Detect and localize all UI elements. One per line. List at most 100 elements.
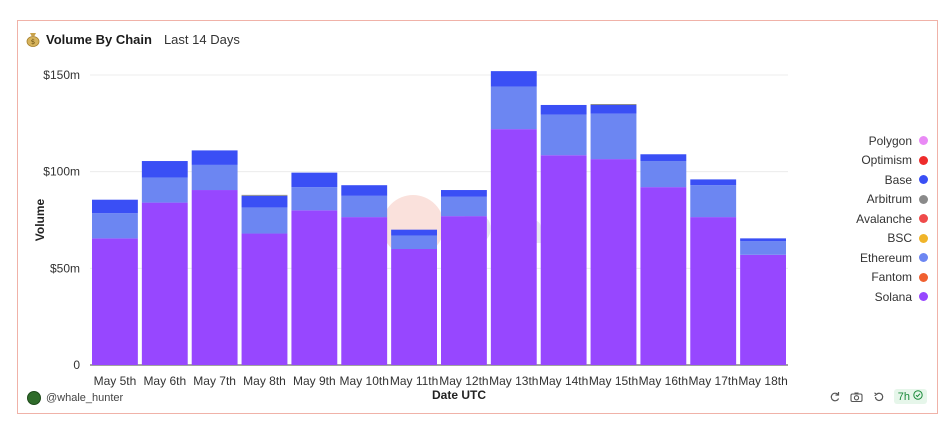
chart-title: Volume By Chain [46,31,152,47]
author-name[interactable]: @whale_hunter [46,392,124,404]
x-tick-label: May 5th [94,374,137,388]
bar-ethereum [241,207,288,234]
x-axis-title: Date UTC [432,388,486,402]
camera-icon[interactable] [850,390,864,404]
bar-base [441,190,487,197]
bar-solana [740,254,786,365]
legend-label: Polygon [868,133,912,148]
x-tick-label: May 14th [539,374,588,388]
x-tick-label: May 9th [293,374,336,388]
bar-solana [441,216,487,365]
bar-ethereum [441,196,487,217]
bar-ethereum [690,185,737,218]
legend-item[interactable]: Ethereum [838,248,928,268]
bar-arbitrum [590,104,637,105]
bar-ethereum [92,213,138,239]
age-text: 7h [897,390,910,403]
legend-swatch [919,272,928,282]
refresh-icon[interactable] [828,390,842,404]
x-tick-label: May 7th [193,374,236,388]
x-tick-label: May 12th [439,374,488,388]
bar-base [690,179,737,186]
x-tick-label: May 6th [143,374,186,388]
svg-text:$: $ [31,38,35,46]
legend-item[interactable]: Avalanche [838,209,928,229]
bar-base [391,229,437,236]
bar-solana [690,217,737,365]
bar-ethereum [740,241,786,255]
x-tick-label: May 8th [243,374,286,388]
bar-solana [191,190,238,365]
bar-ethereum [640,161,687,188]
legend-item[interactable]: Arbitrum [838,190,928,210]
legend-item[interactable]: Fantom [838,268,928,288]
x-tick-label: May 18th [738,374,787,388]
legend-label: Base [884,172,912,187]
bar-solana [141,202,188,365]
y-axis-title: Volume [33,198,47,241]
bar-base [92,199,138,214]
y-tick-label: $100m [43,165,80,179]
bar-solana [241,233,288,365]
legend-swatch [919,136,928,146]
x-tick-label: May 10th [340,374,389,388]
x-tick-label: May 16th [639,374,688,388]
bar-solana [391,249,437,365]
bar-arbitrum [241,194,288,196]
bar-base [191,150,238,165]
bar-ethereum [540,114,587,156]
chart-tools: 7h [828,389,927,404]
y-tick-label: 0 [73,358,80,372]
legend-swatch [919,292,928,302]
bar-base [490,71,537,87]
bar-base [640,154,687,162]
bar-solana [341,217,388,365]
legend-label: Fantom [871,270,912,285]
bar-ethereum [191,164,238,191]
legend-swatch [919,175,928,185]
legend-swatch [919,253,928,263]
legend-swatch [919,194,928,204]
bar-ethereum [291,187,338,211]
bar-solana [291,210,338,365]
y-tick-label: $150m [43,68,80,82]
legend-swatch [919,155,928,165]
legend-item[interactable]: BSC [838,229,928,249]
legend-label: Solana [874,289,912,304]
bar-ethereum [141,177,188,203]
x-tick-label: May 11th [390,374,438,388]
legend-label: BSC [887,231,912,246]
legend-label: Avalanche [856,211,912,226]
legend-item[interactable]: Optimism [838,151,928,171]
chart-subtitle: Last 14 Days [163,31,240,47]
legend-label: Optimism [861,153,912,168]
legend-label: Ethereum [859,250,912,265]
legend-item[interactable]: Base [838,170,928,190]
bar-solana [540,155,587,365]
legend-swatch [919,233,928,243]
history-icon[interactable] [872,390,886,404]
legend-item[interactable]: Solana [838,287,928,307]
bar-solana [490,129,537,365]
chart-legend: Polygon Optimism Base Arbitrum Avalanche BSC E… [838,131,928,307]
bar-ethereum [341,195,388,218]
x-tick-label: May 13th [489,374,538,388]
check-circle-icon [913,390,923,403]
legend-label: Arbitrum [866,192,912,207]
bar-base [291,172,338,188]
bar-ethereum [490,86,537,130]
freshness-badge[interactable]: 7h [893,389,927,404]
chart-header: $ Volume By Chain Last 14 Days [26,31,240,47]
legend-swatch [919,214,928,224]
bar-base [341,185,388,196]
bar-base [241,195,288,208]
avatar [27,391,41,405]
chart-card: $ Volume By Chain Last 14 Days 0 $50m $100… [17,20,938,414]
money-bag-icon: $ [26,31,40,47]
bar-solana [92,238,138,365]
author[interactable]: @whale_hunter [27,391,123,405]
x-tick-label: May 17th [689,374,738,388]
bar-ethereum [391,235,437,249]
legend-item[interactable]: Polygon [838,131,928,151]
